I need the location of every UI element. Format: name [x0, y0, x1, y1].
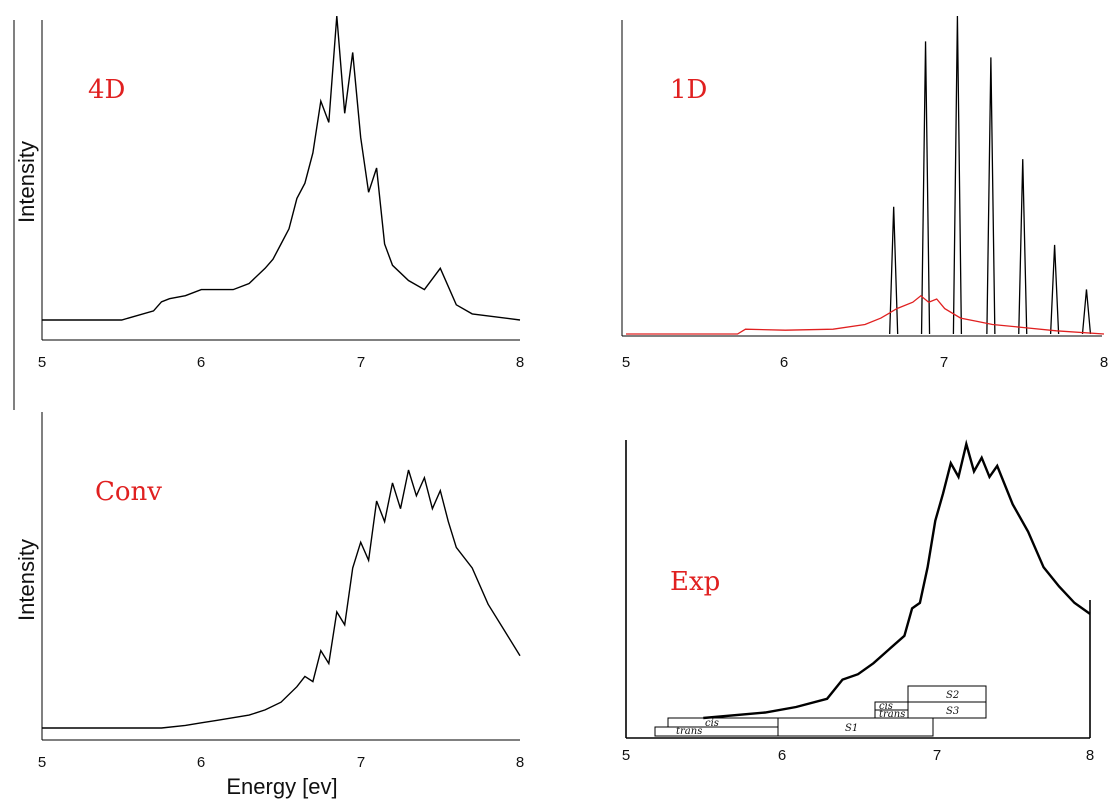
x-axis-title: Energy [ev]: [226, 774, 337, 799]
panel-exp-series-line: [703, 439, 1091, 720]
panel-exp-bracket-labels: S2 S3 cis trans cis S1 trans: [676, 690, 959, 737]
panel-1d-ticks: 5 6 7 8: [622, 354, 1108, 371]
panel-4d-tick-7: 7: [357, 354, 365, 371]
panel-1d-stick-1: [920, 41, 931, 335]
panel-exp-tick-6: 6: [778, 747, 786, 764]
panel-1d-tick-6: 6: [780, 354, 788, 371]
panel-exp-tick-5: 5: [622, 747, 630, 764]
panel-1d-sticks: [889, 15, 1092, 335]
panel-1d-stick-5: [1049, 244, 1060, 335]
panel-1d-stick-6: [1081, 289, 1092, 335]
panel-1d-tick-7: 7: [940, 354, 948, 371]
panel-conv-series-line: [42, 469, 521, 729]
panel-exp-state-brackets: [654, 685, 987, 737]
panel-conv-tick-6: 6: [197, 754, 205, 771]
bracket-cis-lower-label: cis: [705, 718, 719, 729]
panel-1d: 1D 5 6 7 8: [621, 15, 1108, 371]
panel-1d-stick-2: [952, 15, 963, 335]
panel-4d-tick-5: 5: [38, 354, 46, 371]
panel-1d-stick-0: [889, 206, 899, 335]
bracket-s2-label: S2: [946, 690, 959, 701]
panel-1d-stick-3: [986, 57, 996, 335]
panel-conv-ticks: 5 6 7 8: [38, 754, 524, 771]
panel-conv-tick-5: 5: [38, 754, 46, 771]
bracket-cis-upper-label: cis: [879, 701, 893, 712]
panel-1d-tick-5: 5: [622, 354, 630, 371]
panel-conv-tick-8: 8: [516, 754, 524, 771]
panel-4d-series-line: [42, 15, 521, 321]
panel-4d: 4D 5 6 7 8: [13, 15, 524, 410]
panel-exp-ticks: 5 6 7 8: [622, 747, 1094, 764]
panel-4d-label: 4D: [88, 75, 125, 105]
panel-1d-red-series: [626, 294, 1105, 335]
panel-4d-ticks: 5 6 7 8: [38, 354, 524, 371]
panel-1d-label: 1D: [670, 75, 707, 105]
bracket-trans-upper-label: trans: [879, 709, 905, 720]
panel-conv: Conv 5 6 7 8: [38, 412, 524, 771]
panel-conv-label: Conv: [95, 477, 162, 507]
panel-exp-label: Exp: [670, 567, 720, 597]
panel-exp-tick-8: 8: [1086, 747, 1094, 764]
bracket-trans-lower: [654, 726, 779, 737]
panel-4d-tick-8: 8: [516, 354, 524, 371]
panel-4d-tick-6: 6: [197, 354, 205, 371]
bracket-s3-label: S3: [946, 706, 959, 717]
panel-1d-tick-8: 8: [1100, 354, 1108, 371]
panel-1d-stick-4: [1018, 159, 1028, 335]
panel-exp: Exp S2 S3 cis trans cis S1 trans 5 6 7 8: [622, 439, 1094, 764]
y-axis-title-top: Intensity: [14, 141, 39, 223]
bracket-s1-label: S1: [845, 723, 858, 734]
panel-conv-tick-7: 7: [357, 754, 365, 771]
y-axis-title-bottom: Intensity: [14, 539, 39, 621]
bracket-trans-lower-label: trans: [676, 726, 702, 737]
panel-exp-tick-7: 7: [933, 747, 941, 764]
